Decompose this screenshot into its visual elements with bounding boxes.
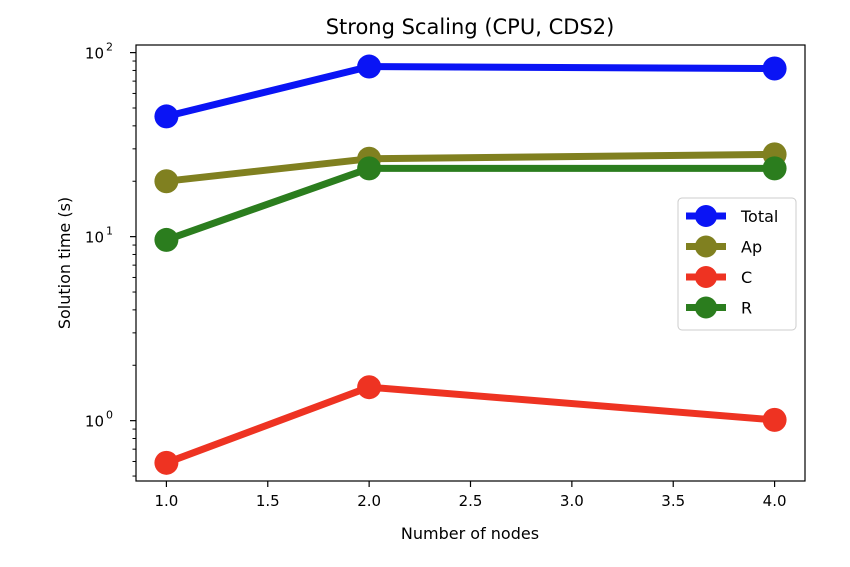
legend-label-r: R [741, 299, 752, 318]
x-tick-label: 3.5 [661, 492, 685, 510]
data-point-c [154, 450, 179, 475]
series-line-total [162, 63, 779, 120]
legend: Total Ap CR [677, 197, 797, 331]
legend-marker-c [695, 266, 717, 288]
x-tick-label: 2.5 [459, 492, 483, 510]
legend-label-total: Total [740, 207, 778, 226]
data-point-r [762, 156, 787, 181]
legend-label-ap: Ap [741, 238, 762, 257]
data-point-r [357, 156, 382, 181]
y-tick-label-exponent: 2 [106, 41, 113, 54]
data-point-total [357, 54, 382, 79]
data-point-ap [154, 169, 179, 194]
x-tick-label: 4.0 [763, 492, 787, 510]
x-axis: 1.0 1.5 2.0 2.5 3.0 3.5 4.0 [154, 481, 787, 510]
data-point-total [762, 56, 787, 81]
plot-area [154, 54, 787, 475]
x-tick-label: 3.0 [560, 492, 584, 510]
data-point-c [762, 407, 787, 432]
legend-marker-total [695, 205, 717, 227]
y-tick-label: 10 [85, 413, 104, 431]
x-tick-label: 1.5 [256, 492, 280, 510]
y-tick-label-exponent: 0 [106, 409, 113, 422]
y-tick-label: 10 [85, 45, 104, 63]
legend-label-c: C [741, 268, 752, 287]
y-axis-label: Solution time (s) [55, 197, 74, 329]
series-line-c [162, 383, 779, 467]
x-axis-label: Number of nodes [401, 524, 539, 543]
legend-marker-ap [695, 235, 717, 258]
chart-title: Strong Scaling (CPU, CDS2) [326, 15, 615, 39]
data-point-c [357, 375, 382, 400]
legend-marker-r [695, 296, 717, 319]
data-point-total [154, 104, 179, 129]
data-point-r [154, 227, 179, 252]
x-tick-label: 2.0 [357, 492, 381, 510]
y-tick-label: 10 [85, 229, 104, 247]
x-tick-label: 1.0 [154, 492, 178, 510]
y-tick-label-exponent: 1 [106, 225, 113, 238]
